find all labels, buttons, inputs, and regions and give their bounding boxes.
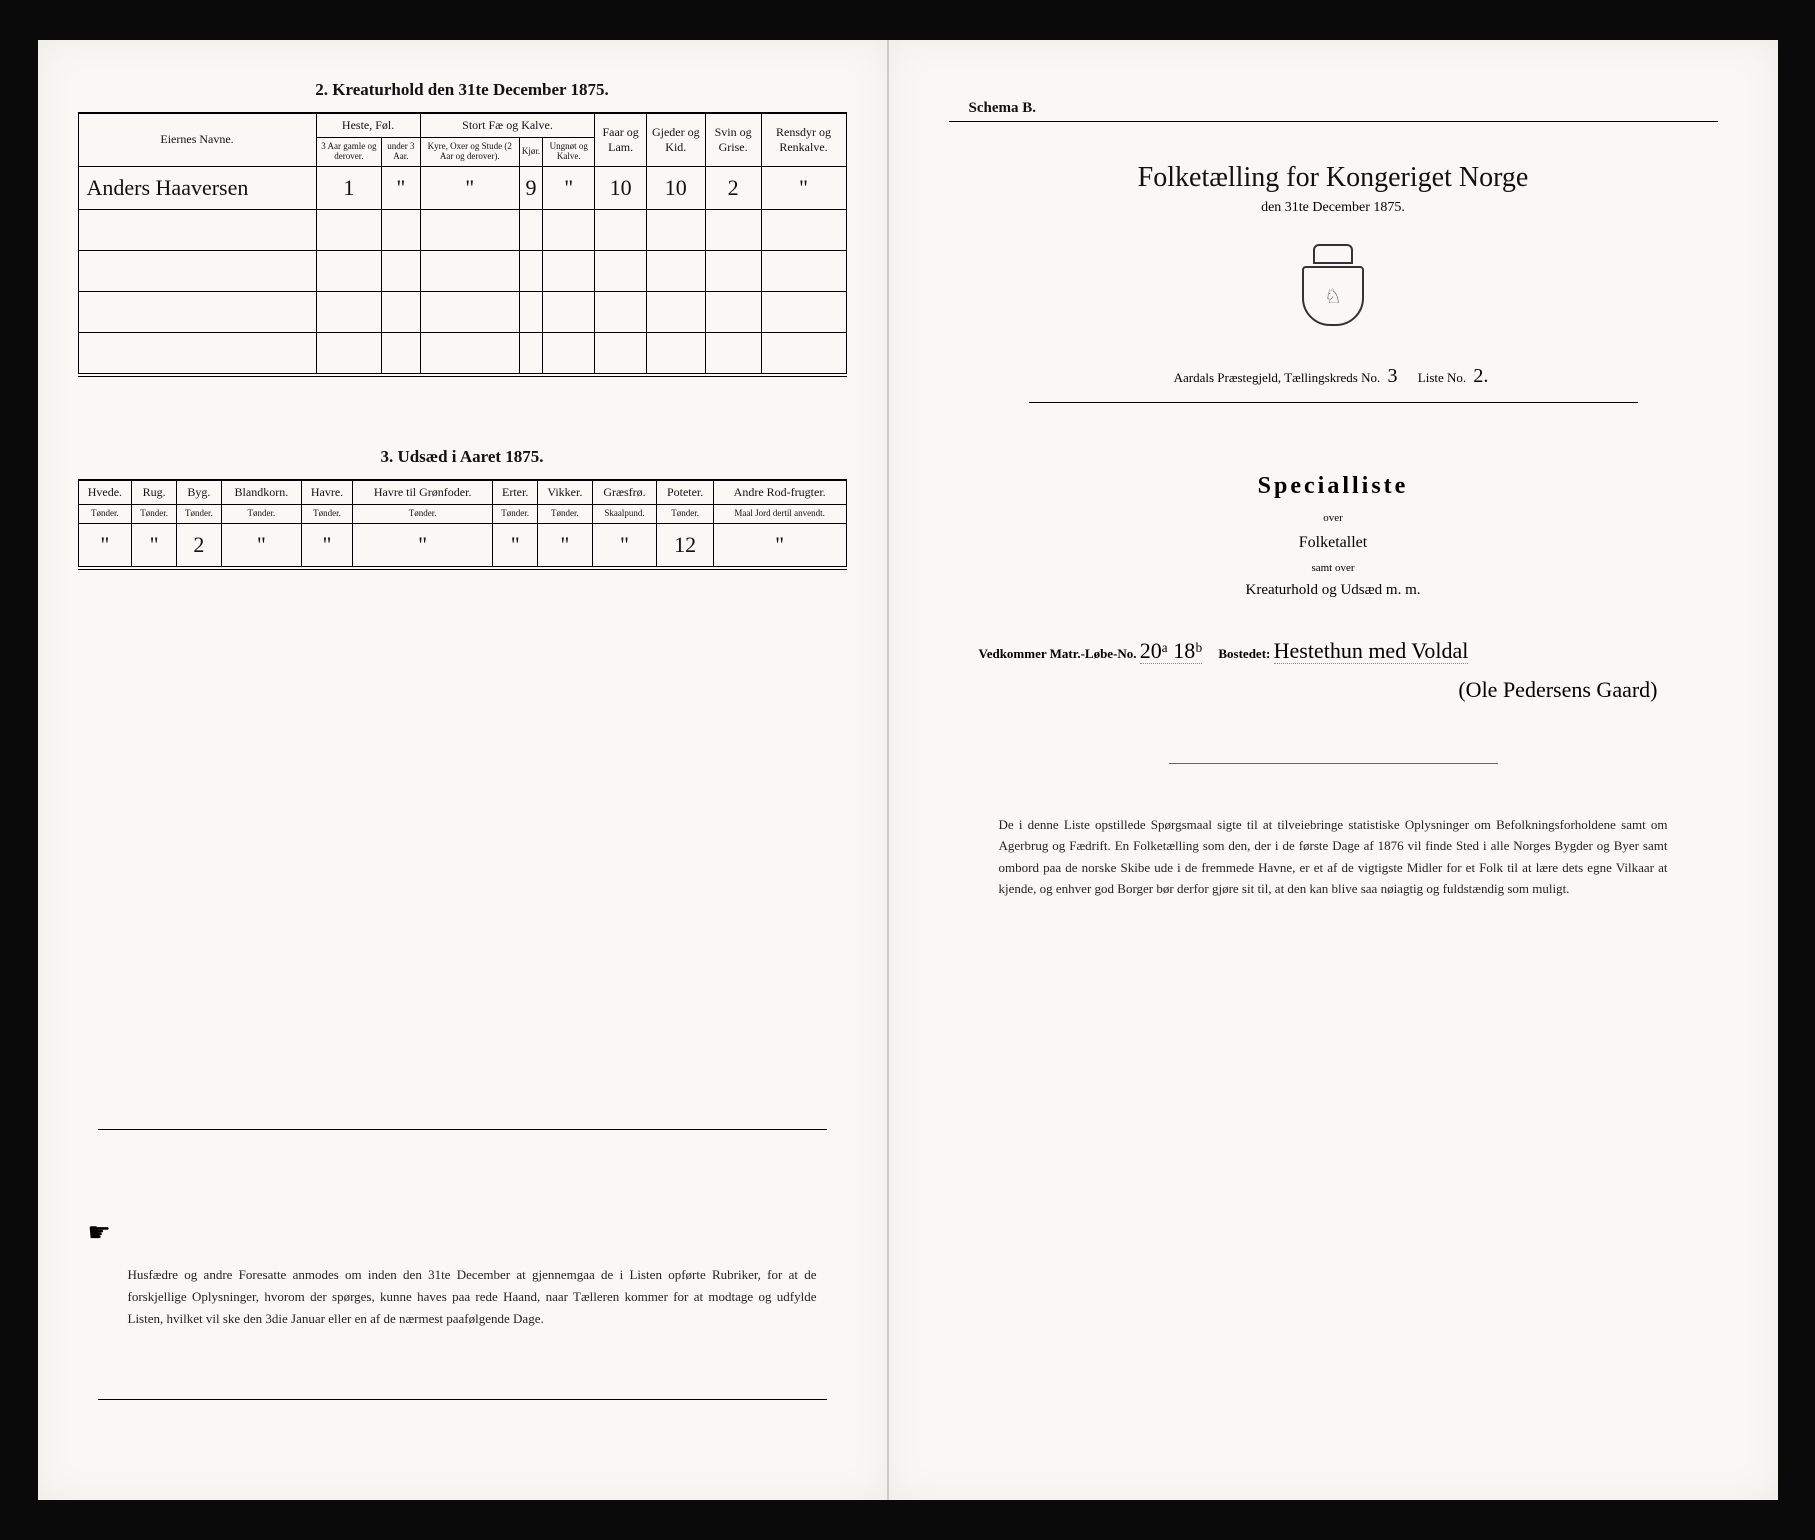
cell: 1 — [316, 166, 382, 209]
cell: " — [221, 523, 301, 566]
col-subheader: Tønder. — [657, 504, 713, 523]
udsaed-table: Hvede.Rug.Byg.Blandkorn.Havre.Havre til … — [78, 480, 847, 567]
col-header: Hvede. — [78, 480, 132, 504]
col-header: Blandkorn. — [221, 480, 301, 504]
owner-name: Anders Haaversen — [78, 166, 316, 209]
col-subheader: Tønder. — [78, 504, 132, 523]
table-row: Anders Haaversen 1 " " 9 " 10 10 2 " — [78, 166, 846, 209]
divider — [949, 121, 1718, 122]
divider — [1169, 763, 1498, 764]
right-footnote: De i denne Liste opstillede Spørgsmaal s… — [999, 814, 1668, 900]
col-header: Havre til Grønfoder. — [353, 480, 493, 504]
cell: " — [493, 523, 538, 566]
cell: " — [592, 523, 657, 566]
samt-over-label: samt over — [949, 562, 1718, 574]
col-heste1: 3 Aar gamle og derover. — [316, 138, 382, 167]
col-header: Poteter. — [657, 480, 713, 504]
col-header: Havre. — [301, 480, 352, 504]
schema-label: Schema B. — [969, 100, 1718, 117]
col-rens: Rensdyr og Renkalve. — [761, 114, 846, 167]
section2-title: 2. Kreaturhold den 31te December 1875. — [78, 80, 847, 100]
col-stort2: Kjør. — [519, 138, 542, 167]
folketallet-label: Folketallet — [949, 534, 1718, 552]
cell: " — [761, 166, 846, 209]
col-header: Andre Rod-frugter. — [713, 480, 846, 504]
cell: " — [382, 166, 420, 209]
bosted-value: Hestethun med Voldal — [1274, 638, 1469, 664]
col-header: Græsfrø. — [592, 480, 657, 504]
bosted-label: Bostedet: — [1218, 646, 1270, 661]
cell: " — [543, 166, 595, 209]
cell: 2 — [177, 523, 222, 566]
cell: " — [132, 523, 177, 566]
district-prefix: Aardals Præstegjeld, Tællingskreds No. — [1174, 370, 1381, 385]
col-heste2: under 3 Aar. — [382, 138, 420, 167]
col-subheader: Tønder. — [221, 504, 301, 523]
specialliste-title: Specialliste — [949, 473, 1718, 500]
kreds-no: 3 — [1384, 365, 1402, 387]
table-row — [78, 291, 846, 332]
matr-value: 20ᵃ 18ᵇ — [1140, 638, 1202, 664]
col-subheader: Maal Jord dertil anvendt. — [713, 504, 846, 523]
coat-of-arms-icon: ♘ — [1298, 244, 1368, 329]
cell: 2 — [705, 166, 761, 209]
col-subheader: Tønder. — [538, 504, 593, 523]
col-subheader: Tønder. — [177, 504, 222, 523]
cell: 10 — [595, 166, 646, 209]
right-page: Schema B. Folketælling for Kongeriget No… — [889, 40, 1778, 1500]
liste-label: Liste No. — [1418, 370, 1466, 385]
table-row — [78, 250, 846, 291]
table-row — [78, 332, 846, 373]
document-spread: 2. Kreaturhold den 31te December 1875. E… — [38, 40, 1778, 1500]
over-label: over — [949, 512, 1718, 524]
col-subheader: Tønder. — [301, 504, 352, 523]
cell: " — [78, 523, 132, 566]
table-row: ""2""""""12" — [78, 523, 846, 566]
col-gjed: Gjeder og Kid. — [646, 114, 705, 167]
divider — [98, 1129, 827, 1130]
col-subheader: Tønder. — [353, 504, 493, 523]
section3-title: 3. Udsæd i Aaret 1875. — [78, 447, 847, 467]
cell: 10 — [646, 166, 705, 209]
cell: " — [353, 523, 493, 566]
cell: 12 — [657, 523, 713, 566]
main-title: Folketælling for Kongeriget Norge — [949, 162, 1718, 194]
cell: 9 — [519, 166, 542, 209]
col-owner: Eiernes Navne. — [78, 114, 316, 167]
left-footnote: Husfædre og andre Foresatte anmodes om i… — [128, 1264, 817, 1330]
col-heste: Heste, Føl. — [316, 114, 420, 138]
vedkommer-line: Vedkommer Matr.-Løbe-No. 20ᵃ 18ᵇ Bostede… — [979, 629, 1688, 673]
col-faar: Faar og Lam. — [595, 114, 646, 167]
col-header: Erter. — [493, 480, 538, 504]
col-header: Byg. — [177, 480, 222, 504]
col-stort1: Kyre, Oxer og Stude (2 Aar og derover). — [420, 138, 519, 167]
left-page: 2. Kreaturhold den 31te December 1875. E… — [38, 40, 889, 1500]
col-header: Rug. — [132, 480, 177, 504]
col-subheader: Tønder. — [493, 504, 538, 523]
kreaturhold-table: Eiernes Navne. Heste, Føl. Stort Fæ og K… — [78, 113, 847, 374]
col-subheader: Skaalpund. — [592, 504, 657, 523]
table-row — [78, 209, 846, 250]
liste-no: 2. — [1469, 365, 1492, 387]
cell: " — [713, 523, 846, 566]
col-header: Vikker. — [538, 480, 593, 504]
divider — [1029, 402, 1638, 403]
col-subheader: Tønder. — [132, 504, 177, 523]
pointing-hand-icon: ☛ — [88, 1218, 111, 1248]
cell: " — [420, 166, 519, 209]
divider — [98, 1399, 827, 1400]
kreatur-label: Kreaturhold og Udsæd m. m. — [949, 582, 1718, 599]
col-stort: Stort Fæ og Kalve. — [420, 114, 595, 138]
col-svin: Svin og Grise. — [705, 114, 761, 167]
bosted-extra: (Ole Pedersens Gaard) — [949, 677, 1658, 703]
subtitle: den 31te December 1875. — [949, 200, 1718, 216]
matr-label: Vedkommer Matr.-Løbe-No. — [979, 646, 1137, 661]
col-stort3: Ungnøt og Kalve. — [543, 138, 595, 167]
cell: " — [301, 523, 352, 566]
cell: " — [538, 523, 593, 566]
district-line: Aardals Præstegjeld, Tællingskreds No. 3… — [949, 365, 1718, 388]
